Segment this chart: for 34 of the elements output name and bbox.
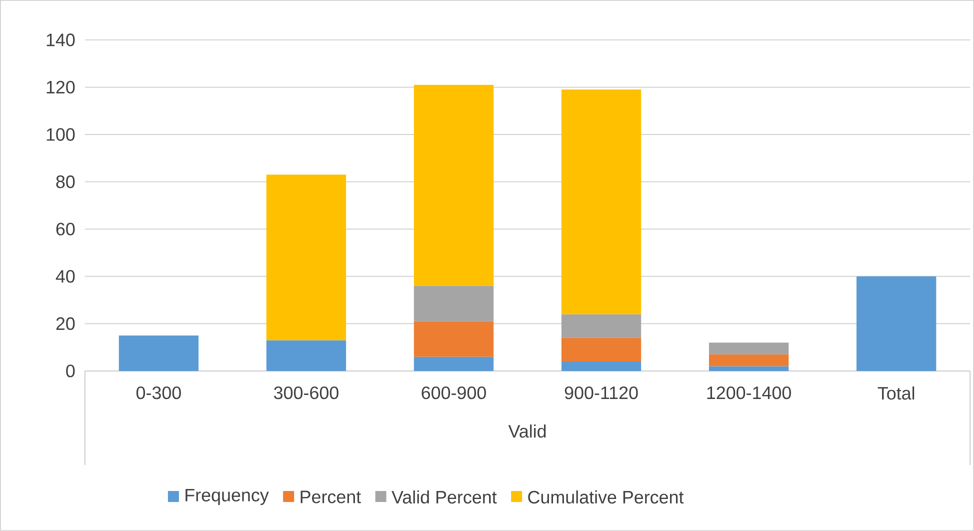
- y-tick-label: 40: [56, 270, 75, 283]
- bar: [266, 340, 346, 372]
- bar: [266, 174, 346, 340]
- x-tick-label: 0-300: [136, 386, 181, 400]
- x-tick-label: 1200-1400: [707, 386, 791, 400]
- y-tick-label: 140: [46, 34, 75, 46]
- legend-label: Frequency: [186, 488, 269, 506]
- y-tick-label: 60: [56, 222, 75, 236]
- bar: [414, 286, 494, 322]
- legend-label: Valid Percent: [392, 490, 497, 504]
- bar: [414, 356, 494, 372]
- bar: [561, 362, 642, 372]
- bar: [708, 342, 789, 354]
- y-tick-label: 100: [46, 128, 75, 141]
- y-tick-label: 120: [46, 80, 75, 94]
- x-axis-title: Valid: [508, 424, 546, 438]
- y-tick-label: 0: [66, 364, 75, 378]
- bar: [561, 338, 642, 362]
- x-tick-label: 900-1120: [564, 386, 638, 400]
- bar: [118, 336, 199, 372]
- bar: [561, 90, 642, 314]
- x-tick-label: 600-900: [422, 386, 486, 400]
- x-tick-label: 300-600: [274, 386, 338, 400]
- legend-label: Percent: [300, 490, 361, 504]
- y-tick-label: 80: [56, 175, 75, 188]
- legend-label: Cumulative Percent: [528, 490, 684, 504]
- bar: [856, 276, 936, 372]
- bar: [708, 366, 789, 372]
- bar: [414, 321, 494, 357]
- y-tick-label: 20: [56, 317, 75, 330]
- x-tick-label: Total: [878, 386, 914, 400]
- bar: [708, 354, 789, 366]
- bar: [561, 314, 642, 338]
- bar: [414, 84, 494, 286]
